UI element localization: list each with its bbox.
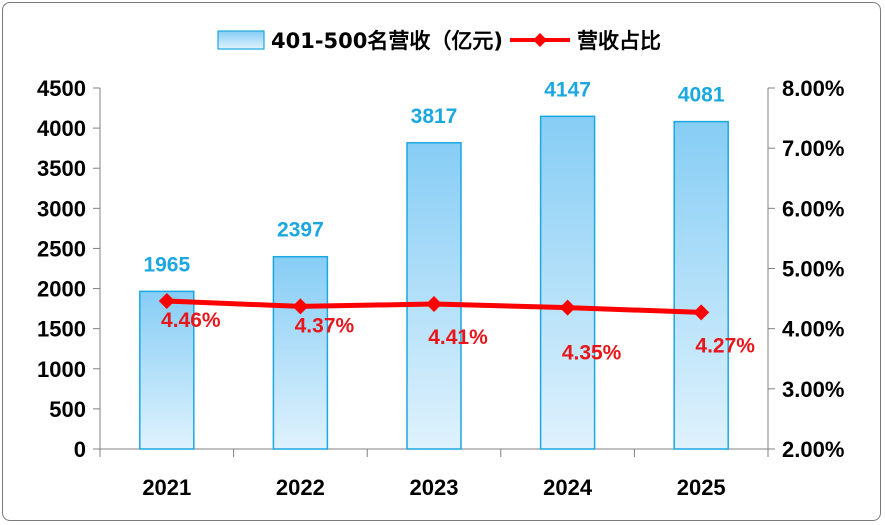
bar bbox=[673, 120, 729, 450]
left-tick-label: 3500 bbox=[37, 156, 86, 181]
bar-value-label: 4147 bbox=[544, 78, 591, 101]
x-tick-label: 2025 bbox=[677, 475, 726, 500]
right-tick-label: 6.00% bbox=[782, 196, 844, 221]
line-marker bbox=[559, 299, 576, 316]
left-tick-label: 1500 bbox=[37, 317, 86, 342]
bar-value-label: 1965 bbox=[143, 253, 190, 276]
bar bbox=[272, 255, 329, 450]
line-value-label: 4.27% bbox=[695, 334, 755, 357]
legend-bar-swatch bbox=[217, 30, 265, 50]
left-tick-label: 1000 bbox=[37, 357, 86, 382]
left-tick-label: 4000 bbox=[37, 116, 86, 141]
line-marker bbox=[158, 292, 175, 309]
bar bbox=[139, 290, 195, 450]
legend-bar-label: 401-500名营收（亿元) bbox=[271, 29, 503, 53]
legend: 401-500名营收（亿元) 营收占比 bbox=[217, 29, 661, 53]
axes: 0 500 1000 1500 2000 2500 3000 3500 4000 4500 2.00… bbox=[37, 76, 844, 500]
right-tick-label: 2.00% bbox=[782, 437, 844, 462]
left-tick-label: 0 bbox=[74, 437, 86, 462]
line-marker bbox=[292, 298, 309, 315]
line-value-label: 4.46% bbox=[161, 309, 221, 332]
line-marker bbox=[426, 295, 442, 312]
line-value-label: 4.41% bbox=[428, 326, 488, 349]
left-tick-label: 3000 bbox=[37, 196, 86, 221]
line-value-label: 4.35% bbox=[562, 342, 622, 365]
bar-value-label: 2397 bbox=[277, 219, 324, 242]
left-tick-label: 4500 bbox=[37, 76, 86, 101]
bar-value-label: 3817 bbox=[411, 105, 458, 128]
bar bbox=[539, 115, 596, 450]
x-tick-label: 2024 bbox=[543, 475, 593, 500]
right-tick-label: 5.00% bbox=[782, 257, 844, 282]
left-tick-label: 2500 bbox=[37, 236, 86, 261]
right-tick-label: 3.00% bbox=[782, 377, 844, 402]
x-tick-label: 2022 bbox=[276, 475, 325, 500]
line-value-label: 4.37% bbox=[295, 314, 355, 337]
line-data-labels: 4.46% 4.37% 4.41% 4.35% 4.27% bbox=[161, 309, 755, 365]
bar-data-labels: 1965 2397 3817 4147 4081 bbox=[143, 78, 724, 276]
x-tick-label: 2023 bbox=[410, 475, 459, 500]
x-tick-label: 2021 bbox=[142, 475, 191, 500]
left-tick-label: 2000 bbox=[37, 277, 86, 302]
legend-line-marker bbox=[533, 33, 547, 47]
right-tick-label: 8.00% bbox=[782, 76, 844, 101]
line-marker bbox=[693, 304, 710, 321]
left-tick-label: 500 bbox=[49, 397, 86, 422]
bar-series bbox=[139, 115, 729, 450]
line-series bbox=[158, 292, 710, 321]
bar bbox=[406, 142, 462, 450]
legend-line-label: 营收占比 bbox=[577, 29, 661, 53]
bar-value-label: 4081 bbox=[678, 84, 725, 107]
right-tick-label: 7.00% bbox=[782, 136, 844, 161]
right-tick-label: 4.00% bbox=[782, 317, 844, 342]
